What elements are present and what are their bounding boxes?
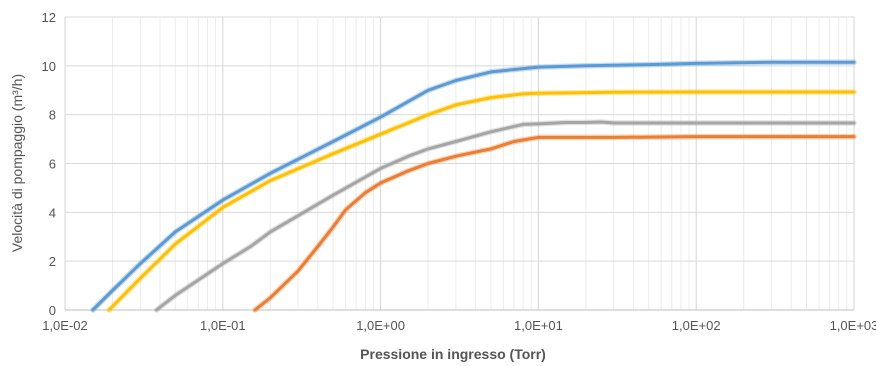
- x-axis-title: Pressione in ingresso (Torr): [360, 346, 546, 362]
- y-axis-title: Velocità di pompaggio (m³/h): [9, 74, 25, 252]
- series-line-2: [107, 90, 856, 312]
- series-line-halo-4: [252, 133, 857, 313]
- x-tick-label: 1,0E+02: [672, 318, 721, 333]
- series-lines: [90, 59, 857, 313]
- tick-labels: 0 2 4 6 8 10 12 1,0E-02 1,0E-01 1,0E+00 1,0E+01 1,0…: [42, 10, 876, 333]
- grid: [64, 16, 855, 310]
- x-tick-label: 1,0E+03: [830, 318, 876, 333]
- y-tick-label: 12: [42, 10, 56, 25]
- series-line-1: [91, 60, 856, 312]
- y-tick-label: 8: [49, 108, 56, 123]
- series-line-halo-3: [153, 119, 857, 313]
- series-line-4: [253, 135, 856, 312]
- y-tick-label: 4: [49, 205, 56, 220]
- x-tick-label: 1,0E-01: [200, 318, 246, 333]
- y-tick-label: 2: [49, 254, 56, 269]
- y-tick-label: 10: [42, 59, 56, 74]
- x-tick-label: 1,0E-02: [42, 318, 88, 333]
- y-tick-label: 0: [49, 303, 56, 318]
- x-tick-label: 1,0E+00: [356, 318, 405, 333]
- y-tick-label: 6: [49, 157, 56, 172]
- series-line-3: [155, 120, 856, 312]
- x-tick-label: 1,0E+01: [514, 318, 563, 333]
